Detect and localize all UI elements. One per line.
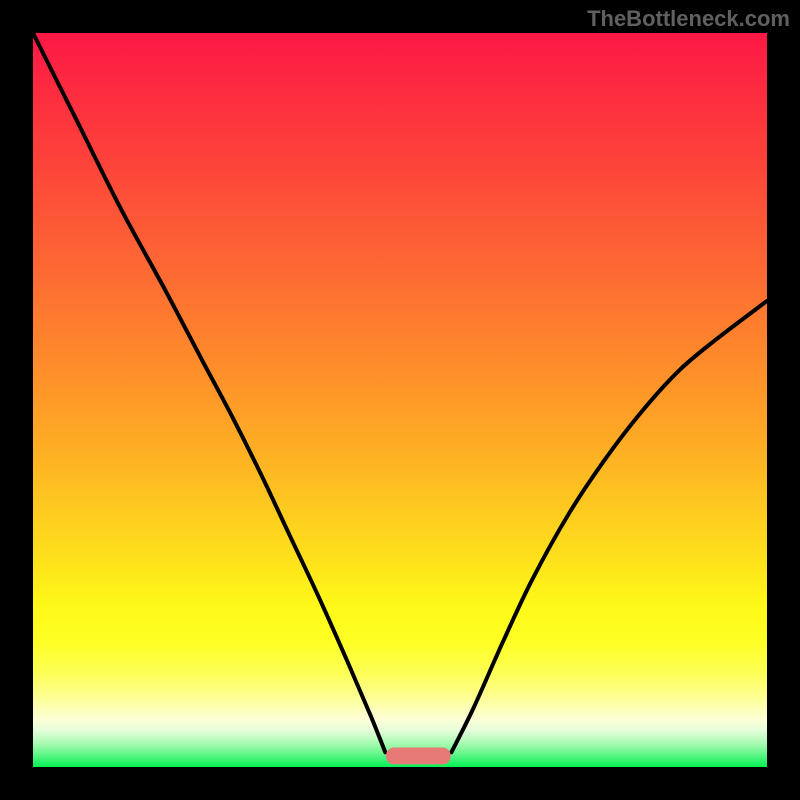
optimal-marker [386,748,451,765]
watermark-text: TheBottleneck.com [587,6,790,32]
chart-svg [0,0,800,800]
bottleneck-chart: TheBottleneck.com [0,0,800,800]
chart-background [33,33,767,767]
